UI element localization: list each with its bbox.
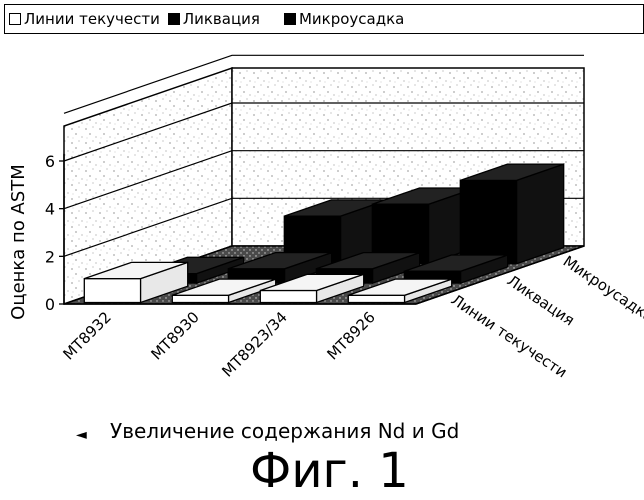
figure-label: Фиг. 1 xyxy=(250,445,409,497)
y-tick-label: 2 xyxy=(45,247,55,266)
caption-text: Увеличение содержания Nd и Gd xyxy=(110,419,459,443)
legend-swatch-microshrinkage xyxy=(284,13,296,25)
legend-label-yield-lines: Линии текучести xyxy=(24,10,160,28)
caption-arrow-icon: ◄ xyxy=(76,427,87,443)
legend: Линии текучести Ликвация Микроусадка xyxy=(4,4,644,34)
bar-3-4 xyxy=(460,164,563,264)
y-tick-label: 4 xyxy=(45,200,55,219)
category-label: MT8930 xyxy=(147,308,202,363)
y-tick-label: 0 xyxy=(45,295,55,314)
legend-item-microshrinkage: Микроусадка xyxy=(284,10,404,28)
depth-label: Ликвация xyxy=(504,271,578,329)
legend-swatch-yield-lines xyxy=(9,13,21,25)
legend-item-yield-lines: Линии текучести xyxy=(9,10,160,28)
legend-label-segregation: Ликвация xyxy=(183,10,260,28)
category-label: MT8923/34 xyxy=(218,308,290,380)
legend-item-segregation: Ликвация xyxy=(168,10,260,28)
y-axis-title: Оценка по ASTM xyxy=(8,164,29,320)
legend-label-microshrinkage: Микроусадка xyxy=(299,10,404,28)
legend-swatch-segregation xyxy=(168,13,180,25)
category-label: MT8926 xyxy=(323,308,378,363)
category-label: MT8932 xyxy=(59,308,114,363)
y-tick-label: 6 xyxy=(45,152,55,171)
